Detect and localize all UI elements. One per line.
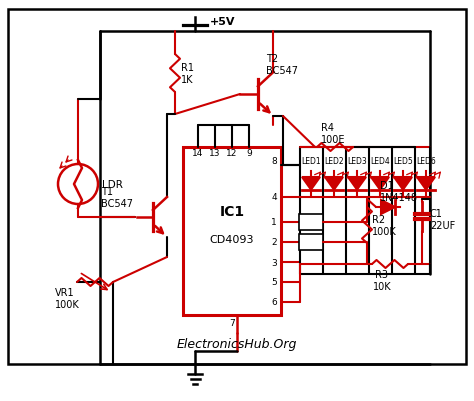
Text: 5: 5: [271, 278, 277, 287]
Text: LED4: LED4: [370, 157, 390, 166]
Polygon shape: [302, 178, 320, 190]
Text: LED5: LED5: [393, 157, 413, 166]
Text: T2
BC547: T2 BC547: [266, 54, 298, 76]
Text: T1
BC547: T1 BC547: [101, 187, 133, 208]
Text: LED3: LED3: [347, 157, 367, 166]
Polygon shape: [417, 178, 435, 190]
Text: IC1: IC1: [219, 205, 245, 218]
Text: R1
1K: R1 1K: [181, 63, 194, 85]
Text: CD4093: CD4093: [210, 235, 254, 245]
Text: 2: 2: [272, 238, 277, 247]
Text: 7: 7: [229, 319, 235, 328]
Bar: [299, 215, 323, 231]
Text: LDR: LDR: [102, 180, 123, 190]
Text: 3: 3: [271, 258, 277, 267]
Text: R4
100E: R4 100E: [321, 123, 346, 144]
Text: LED6: LED6: [416, 157, 436, 166]
Text: 1: 1: [271, 218, 277, 227]
Bar: [183, 148, 281, 315]
Text: +5V: +5V: [210, 17, 236, 27]
Bar: [8, 10, 466, 364]
Text: ElectronicsHub.Org: ElectronicsHub.Org: [177, 338, 297, 350]
Text: C1
22UF: C1 22UF: [430, 209, 455, 230]
Text: 6: 6: [271, 298, 277, 307]
Polygon shape: [394, 178, 412, 190]
Text: R2
100K: R2 100K: [372, 215, 397, 236]
Text: 13: 13: [209, 149, 221, 158]
Text: 14: 14: [192, 149, 204, 158]
Polygon shape: [348, 178, 366, 190]
Text: 9: 9: [246, 149, 252, 158]
Text: 8: 8: [271, 157, 277, 166]
Text: 12: 12: [226, 149, 237, 158]
Text: R3
10K: R3 10K: [373, 269, 392, 291]
Text: LED1: LED1: [301, 157, 321, 166]
Circle shape: [58, 164, 98, 205]
Polygon shape: [371, 178, 389, 190]
Text: 4: 4: [272, 193, 277, 202]
Bar: [299, 235, 323, 250]
Text: VR1
100K: VR1 100K: [55, 288, 80, 309]
Polygon shape: [325, 178, 343, 190]
Polygon shape: [381, 200, 395, 215]
Text: D1
1N4148: D1 1N4148: [380, 181, 418, 202]
Text: LED2: LED2: [324, 157, 344, 166]
